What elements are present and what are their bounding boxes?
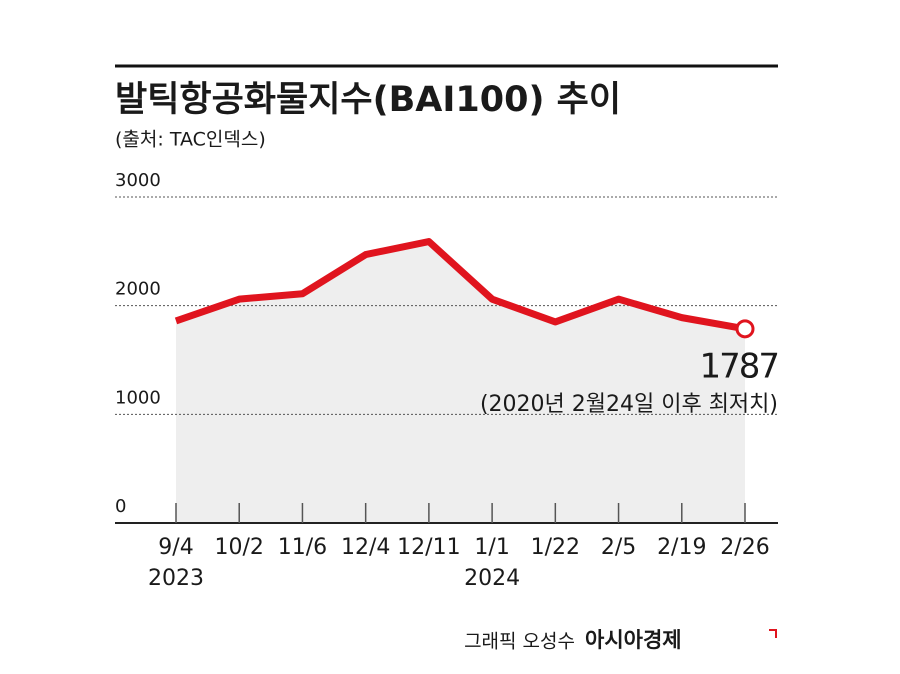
line [174,238,746,333]
x-tick-label: 12/4 [341,535,390,560]
area [176,241,745,523]
y-tick-label: 3000 [115,170,161,191]
annotation: (2020년 2월24일 이후 최저치) [480,392,778,417]
y-tick-label: 2000 [115,279,161,300]
x-tick-label: 2/5 [601,535,636,560]
end-marker [735,319,755,339]
x-tick-label: 11/6 [278,535,327,560]
chart-subtitle: (출처: TAC인덱스) [115,129,266,151]
chart-title: 발틱항공화물지수(BAI100) 추이 [115,80,621,120]
brand-icon [769,629,777,638]
brand: 아시아경제 [585,628,682,652]
x-year-label: 2023 [148,566,204,591]
y-tick-label: 1000 [115,387,161,408]
credit: 그래픽 오성수 [464,631,575,653]
x-tick-label: 1/1 [474,535,509,560]
x-tick-label: 1/22 [531,535,580,560]
value-label: 1787 [699,347,778,387]
x-tick-label: 2/26 [720,535,769,560]
x-tick-label: 12/11 [397,535,460,560]
x-tick-label: 2/19 [657,535,706,560]
x-year-label: 2024 [464,566,520,591]
x-tick-label: 10/2 [215,535,264,560]
x-tick-label: 9/4 [158,535,193,560]
y-tick-label: 0 [115,496,126,517]
